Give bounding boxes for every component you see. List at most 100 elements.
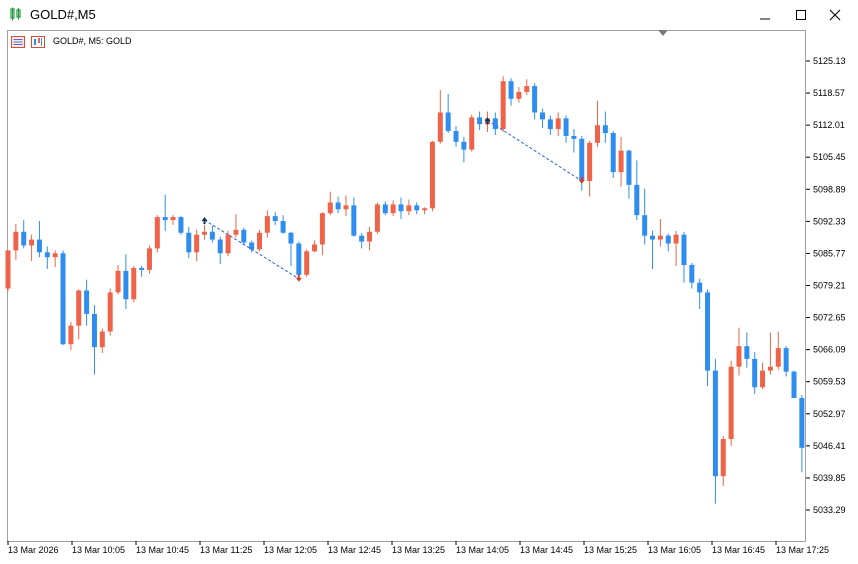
maximize-icon (796, 10, 806, 20)
close-icon (829, 9, 841, 21)
candle-body (367, 231, 373, 242)
candle-body (422, 208, 428, 211)
x-tick-label: 13 Mar 13:25 (392, 545, 445, 555)
candle-body (760, 370, 766, 388)
y-tick-label: 5046.41 (813, 441, 846, 451)
sell-arrow-stem (297, 274, 300, 278)
candle-body (775, 348, 781, 367)
candle-body (131, 267, 137, 300)
candle-body (68, 325, 74, 345)
candle-body (76, 290, 82, 326)
x-tick-label: 13 Mar 16:05 (648, 545, 701, 555)
y-tick-label: 5118.57 (813, 88, 845, 98)
candle-body (492, 118, 498, 130)
candle-body (595, 125, 600, 143)
candle-body (563, 118, 569, 136)
trade-list-icon[interactable] (11, 36, 25, 48)
candle-body (705, 292, 711, 371)
candle-body (657, 235, 663, 240)
candle-body (351, 205, 357, 236)
y-tick-label: 5085.77 (813, 248, 846, 258)
candle-body (217, 239, 223, 254)
window-title: GOLD#,M5 (30, 7, 96, 22)
y-tick-label: 5072.65 (813, 313, 846, 323)
y-tick-label: 5092.33 (813, 216, 846, 226)
candle-body (697, 282, 703, 293)
title-bar: GOLD#,M5 (0, 0, 858, 30)
candle-body (500, 81, 506, 130)
candle-body (650, 235, 656, 240)
x-tick-label: 13 Mar 10:45 (136, 545, 189, 555)
candle-body (178, 217, 184, 233)
candle-body (162, 217, 168, 221)
y-tick-label: 5105.45 (813, 152, 846, 162)
maximize-button[interactable] (784, 0, 818, 30)
candle-body (91, 313, 97, 348)
candle-body (673, 234, 679, 244)
candle-body (508, 81, 514, 99)
candle-body (115, 270, 121, 293)
x-tick-label: 13 Mar 16:45 (712, 545, 765, 555)
candle-body (264, 216, 270, 233)
y-tick-label: 5059.53 (813, 377, 846, 387)
candle-body (296, 243, 302, 275)
candle-body (374, 204, 380, 232)
candle-body (469, 117, 475, 150)
candle-body (437, 112, 443, 142)
sell-arrow-stem (580, 176, 583, 180)
chart-shift-marker[interactable] (658, 30, 668, 36)
candle-body (146, 248, 152, 270)
candle-body (233, 229, 239, 235)
buy-arrow-icon (201, 217, 208, 222)
x-tick-label: 13 Mar 12:45 (328, 545, 381, 555)
candle-body (610, 133, 616, 173)
y-tick-label: 5112.01 (813, 120, 845, 130)
candle-body (194, 234, 200, 253)
candle-body (257, 232, 263, 250)
candle-body (241, 229, 247, 243)
candle-body (681, 234, 687, 266)
x-tick-label: 13 Mar 15:25 (584, 545, 637, 555)
candle-body (44, 252, 50, 258)
candle-body (783, 348, 789, 372)
buy-arrow-stem (203, 221, 206, 225)
trade-line (487, 119, 583, 182)
y-tick-label: 5125.13 (813, 56, 846, 66)
y-tick-label: 5033.29 (813, 505, 846, 515)
candle-body (602, 125, 608, 134)
x-tick-label: 13 Mar 10:05 (72, 545, 125, 555)
candle-body (123, 270, 129, 300)
candle-body (29, 239, 35, 246)
y-tick-label: 5066.09 (813, 345, 846, 355)
candle-body (720, 439, 726, 477)
candle-body (36, 239, 42, 253)
y-tick-label: 5052.97 (813, 409, 846, 419)
candle-body (634, 184, 640, 216)
y-tick-label: 5098.89 (813, 184, 846, 194)
chart-area[interactable] (7, 30, 806, 542)
candle-body (5, 250, 11, 289)
candle-body (453, 131, 459, 142)
candle-body (689, 265, 695, 283)
candle-body (209, 231, 215, 240)
candle-body (280, 221, 286, 233)
candle-body (547, 119, 553, 130)
close-button[interactable] (818, 0, 852, 30)
candle-body (571, 135, 577, 139)
candle-body (712, 370, 718, 477)
candle-body (154, 217, 160, 249)
candle-body (99, 331, 105, 348)
candle-body (767, 366, 773, 371)
candle-body (642, 215, 648, 236)
candle-body (335, 202, 341, 210)
minimize-button[interactable] (748, 0, 782, 30)
chart-symbol-icon[interactable] (31, 36, 45, 48)
candle-body (728, 366, 734, 440)
candle-body (21, 231, 27, 246)
candle-body (524, 86, 530, 92)
x-tick-label: 13 Mar 17:25 (776, 545, 829, 555)
candle-body (429, 141, 435, 209)
candle-body (13, 231, 19, 251)
candle-body (752, 358, 758, 388)
